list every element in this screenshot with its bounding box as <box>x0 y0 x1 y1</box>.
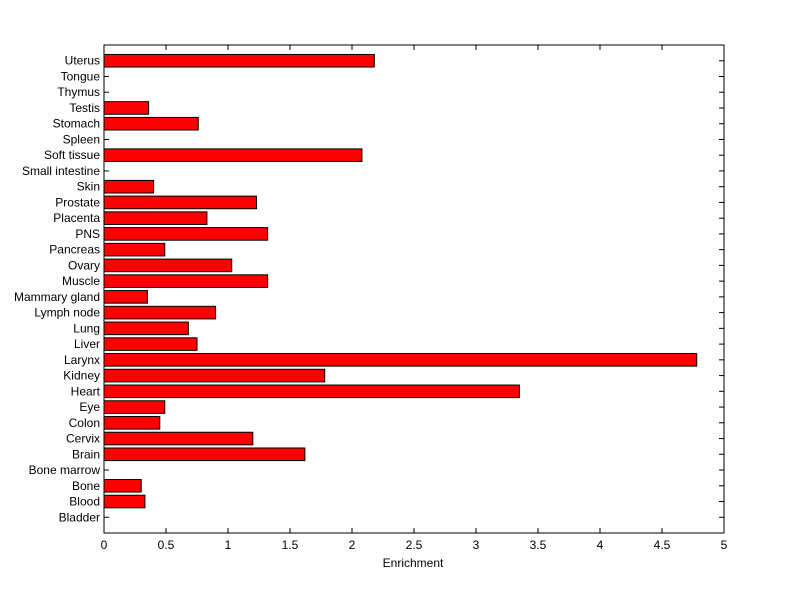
bar-liver <box>103 337 198 351</box>
y-tick-label: Pancreas <box>49 243 100 257</box>
x-tick-label: 0 <box>101 538 108 552</box>
bar-ovary <box>103 258 233 273</box>
bar-lung <box>103 321 189 336</box>
bar-pns <box>103 227 269 241</box>
y-tick-label: Tongue <box>61 69 101 83</box>
y-tick-label: Eye <box>79 400 100 414</box>
x-tick-label: 1.5 <box>282 538 299 552</box>
y-tick-label: Bladder <box>59 510 100 524</box>
bar-prostate <box>103 195 258 210</box>
bar-pancreas <box>103 242 166 257</box>
y-tick-label: Mammary gland <box>14 290 100 304</box>
bar-heart <box>103 384 520 399</box>
y-tick-label: Kidney <box>63 369 100 383</box>
bar-mammary-gland <box>103 290 148 304</box>
x-tick-label: 4 <box>597 538 604 552</box>
y-tick-label: Ovary <box>68 258 100 272</box>
y-tick-label: Lymph node <box>34 306 100 320</box>
x-tick-label: 0.5 <box>158 538 175 552</box>
y-tick-label: Cervix <box>66 432 100 446</box>
y-tick-label: Small intestine <box>22 164 100 178</box>
bar-soft-tissue <box>103 148 363 162</box>
bar-stomach <box>103 116 199 131</box>
x-tick-label: 2 <box>349 538 356 552</box>
x-tick-labels: 0 0.5 1 1.5 2 2.5 3 3.5 4 4.5 5 <box>101 538 728 552</box>
x-axis-label: Enrichment <box>383 556 444 570</box>
bar-muscle <box>103 274 269 288</box>
y-tick-label: Skin <box>77 180 100 194</box>
x-tick-label: 1 <box>225 538 232 552</box>
bar-testis <box>103 101 150 115</box>
bar-uterus <box>103 53 375 68</box>
x-tick-label: 4.5 <box>654 538 671 552</box>
y-tick-label: Stomach <box>53 117 100 131</box>
bar-placenta <box>103 211 208 225</box>
y-tick-label: PNS <box>75 227 100 241</box>
y-tick-label: Lung <box>73 321 100 335</box>
bar-cervix <box>103 431 254 446</box>
y-tick-label: Uterus <box>65 54 100 68</box>
bar-eye <box>103 400 166 414</box>
y-tick-label: Testis <box>69 101 100 115</box>
y-tick-label: Soft tissue <box>44 148 100 162</box>
bars-group <box>103 53 698 509</box>
y-tick-label: Placenta <box>53 211 100 225</box>
y-tick-label: Colon <box>69 416 100 430</box>
y-tick-label: Muscle <box>62 274 100 288</box>
y-tick-label: Heart <box>71 384 101 398</box>
y-tick-label: Larynx <box>64 353 100 367</box>
bar-kidney <box>103 368 326 383</box>
y-tick-label: Blood <box>69 495 100 509</box>
bar-skin <box>103 179 155 194</box>
y-tick-label: Prostate <box>55 195 100 209</box>
bar-colon <box>103 416 161 430</box>
y-tick-label: Bone <box>72 479 100 493</box>
bar-brain <box>103 447 306 462</box>
y-tick-label: Liver <box>74 337 100 351</box>
y-tick-label: Brain <box>72 447 100 461</box>
x-tick-label: 3 <box>473 538 480 552</box>
x-tick-label: 5 <box>721 538 728 552</box>
y-tick-label: Thymus <box>57 85 100 99</box>
x-tick-label: 3.5 <box>530 538 547 552</box>
bar-lymph-node <box>103 305 217 320</box>
y-tick-label: Bone marrow <box>29 463 101 477</box>
bar-bone <box>103 478 142 493</box>
y-tick-label: Spleen <box>63 132 100 146</box>
bar-larynx <box>103 353 698 367</box>
bar-blood <box>103 494 146 509</box>
x-tick-label: 2.5 <box>406 538 423 552</box>
